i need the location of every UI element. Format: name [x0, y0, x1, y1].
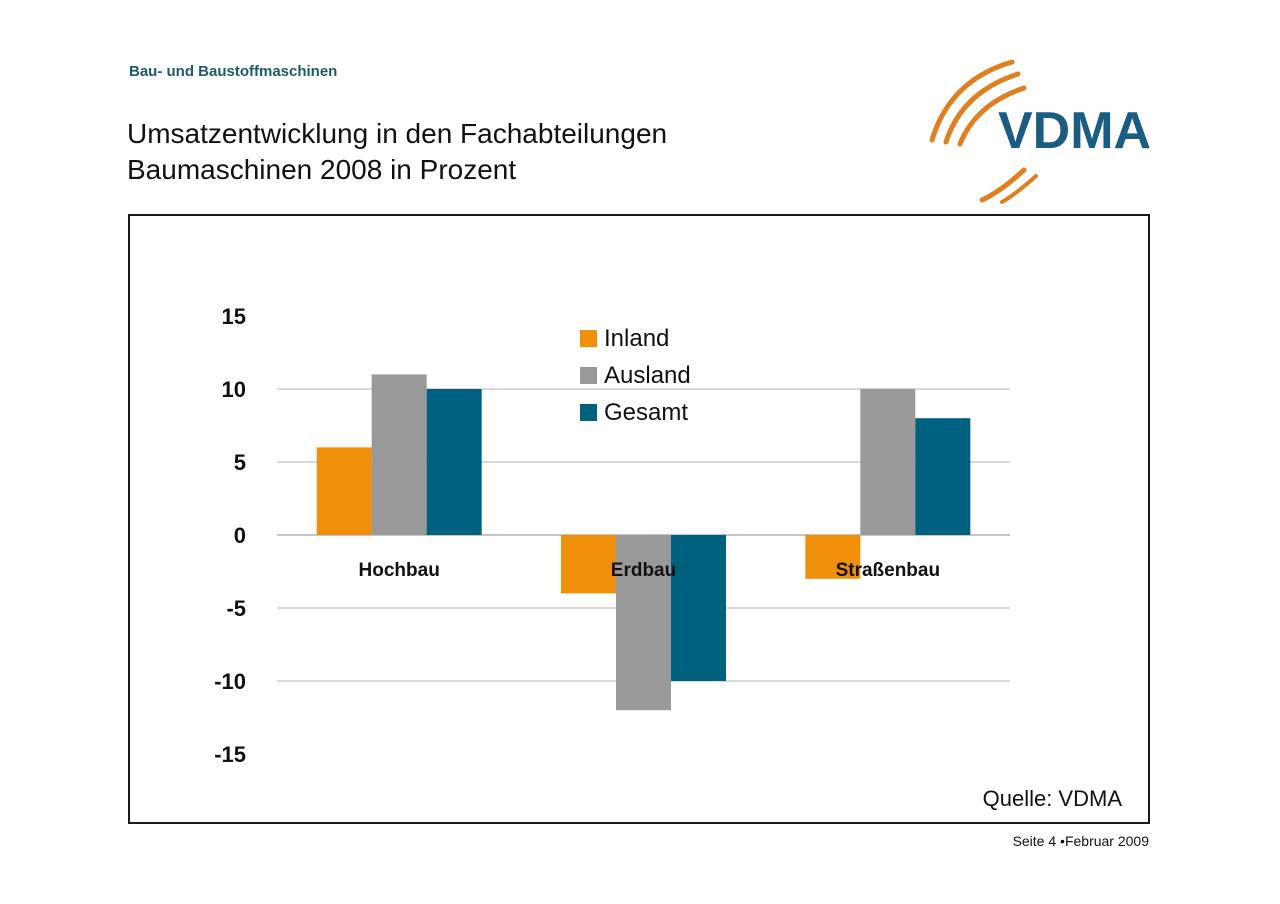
legend-item-gesamt: Gesamt — [580, 394, 691, 431]
legend-item-inland: Inland — [580, 320, 691, 357]
category-label: Erdbau — [611, 560, 676, 581]
y-tick-label: 5 — [234, 450, 246, 475]
legend-label-gesamt: Gesamt — [604, 398, 689, 426]
bar-chart: 15 10 5 0 -5 -10 -15 Hochbau Erdbau Straßenbau — [214, 304, 1010, 767]
page-footer: Seite 4 •Februar 2009 — [1012, 833, 1149, 849]
title-line-1: Umsatzentwicklung in den Fachabteilungen — [127, 118, 668, 149]
y-tick-label: 0 — [234, 523, 246, 548]
legend-swatch-gesamt — [580, 404, 597, 421]
logo-arc-5 — [1000, 174, 1038, 204]
legend-item-ausland: Ausland — [580, 357, 691, 394]
legend-label-inland: Inland — [604, 324, 670, 352]
y-tick-label: 10 — [222, 377, 246, 402]
bar-gesamt — [426, 389, 482, 535]
legend-swatch-inland — [580, 330, 597, 347]
bar-gesamt — [671, 535, 726, 681]
bar-inland — [805, 535, 861, 579]
logo-arc-3 — [957, 85, 1027, 147]
y-tick-label: -15 — [214, 742, 246, 767]
bar-ausland — [616, 535, 671, 711]
category-label: Straßenbau — [836, 560, 941, 581]
logo-arc-1 — [929, 59, 1015, 143]
logo-text: VDMA — [998, 102, 1151, 160]
vdma-logo: VDMA — [929, 59, 1151, 204]
title-line-2: Baumaschinen 2008 in Prozent — [127, 154, 517, 185]
page-title: Umsatzentwicklung in den Fachabteilungen… — [127, 116, 667, 188]
bar-inland — [561, 535, 616, 594]
y-tick-label: -5 — [226, 596, 246, 621]
chart-legend: Inland Ausland Gesamt — [580, 320, 691, 431]
y-tick-label: -10 — [214, 669, 246, 694]
source-label: Quelle: VDMA — [982, 786, 1122, 811]
logo-arc-4 — [979, 167, 1027, 203]
legend-swatch-ausland — [580, 367, 597, 384]
logo-arc-2 — [943, 71, 1021, 145]
legend-label-ausland: Ausland — [604, 361, 691, 389]
category-label: Hochbau — [359, 560, 440, 581]
bar-ausland — [371, 374, 427, 535]
chart-frame: 15 10 5 0 -5 -10 -15 Hochbau Erdbau Straßenbau In… — [128, 214, 1150, 824]
bar-gesamt — [915, 418, 971, 535]
y-tick-label: 15 — [222, 304, 246, 329]
bar-inland — [316, 447, 372, 535]
bar-ausland — [860, 389, 916, 535]
section-subtitle: Bau- und Baustoffmaschinen — [129, 63, 338, 80]
